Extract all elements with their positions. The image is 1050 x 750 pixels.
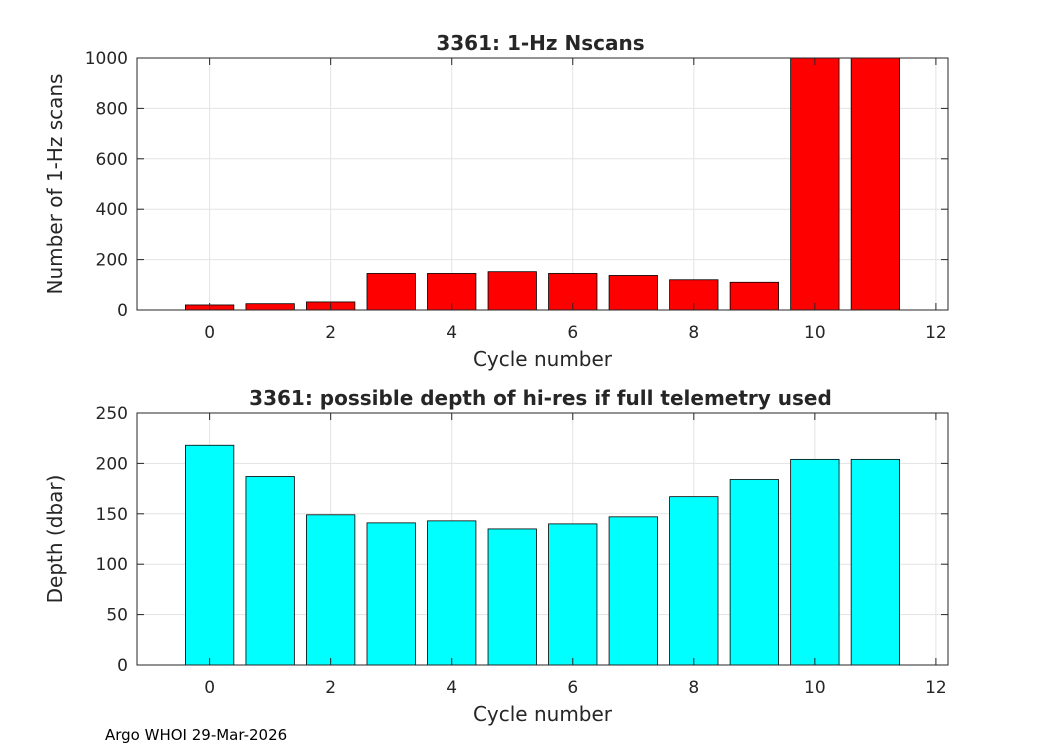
- chart-title: 3361: 1-Hz Nscans: [436, 31, 644, 55]
- x-axis-label: Cycle number: [473, 702, 613, 726]
- chart-panel-2: 0 2 4 6 8 10 12 0 50 100 150 200 250 3361: possible d…: [43, 386, 949, 726]
- axes-box: [136, 412, 949, 666]
- x-tick-label: 0: [204, 323, 215, 343]
- x-tick-label: 10: [804, 323, 826, 343]
- y-tick-label: 200: [96, 251, 128, 271]
- bar-cycle-10: [790, 57, 840, 311]
- bar-cycle-11: [850, 458, 900, 666]
- x-tick-label: 0: [204, 678, 215, 698]
- bar-cycle-11: [850, 57, 900, 311]
- x-axis-label: Cycle number: [473, 347, 613, 371]
- y-axis-label: Number of 1-Hz scans: [43, 74, 67, 295]
- x-tick-label: 12: [925, 678, 947, 698]
- bar-cycle-2: [306, 514, 356, 666]
- bar-cycle-0: [185, 444, 235, 666]
- y-tick-label: 100: [96, 555, 128, 575]
- x-tick-label: 2: [325, 323, 336, 343]
- y-axis-label: Depth (dbar): [43, 475, 67, 604]
- y-tick-label: 200: [96, 454, 128, 474]
- x-tick-label: 8: [688, 323, 699, 343]
- bar-cycle-9: [729, 479, 779, 666]
- x-tick-label: 4: [446, 678, 457, 698]
- y-tick-label: 0: [117, 301, 128, 321]
- x-tick-label: 2: [325, 678, 336, 698]
- bar-cycle-6: [548, 523, 598, 666]
- y-tick-label: 150: [96, 505, 128, 525]
- bar-cycle-5: [487, 528, 537, 666]
- bar-cycle-8: [669, 496, 719, 666]
- y-tick-label: 250: [96, 404, 128, 424]
- y-tick-label: 1000: [85, 49, 128, 69]
- bar-cycle-5: [487, 271, 537, 311]
- bar-cycle-10: [790, 458, 840, 666]
- y-tick-label: 0: [117, 656, 128, 676]
- y-tick-label: 400: [96, 200, 128, 220]
- bar-cycle-7: [608, 275, 658, 311]
- x-tick-label: 6: [567, 678, 578, 698]
- chart-panel-1: 0 2 4 6 8 10 12 0 200 400 600 800 1000 3361: 1-Hz Nsc…: [43, 31, 949, 371]
- bar-cycle-3: [366, 522, 416, 666]
- y-tick-label: 600: [96, 150, 128, 170]
- x-tick-label: 8: [688, 678, 699, 698]
- bar-cycle-7: [608, 516, 658, 666]
- y-tick-label: 50: [106, 606, 128, 626]
- x-tick-label: 4: [446, 323, 457, 343]
- x-tick-label: 12: [925, 323, 947, 343]
- bar-cycle-9: [729, 281, 779, 311]
- bar-cycle-1: [245, 476, 295, 666]
- footer-credit: Argo WHOI 29-Mar-2026: [105, 726, 288, 744]
- bar-cycle-4: [427, 520, 477, 666]
- chart-title: 3361: possible depth of hi-res if full t…: [249, 386, 832, 410]
- x-tick-label: 10: [804, 678, 826, 698]
- bar-cycle-1: [245, 303, 295, 311]
- bar-cycle-3: [366, 273, 416, 311]
- x-tick-label: 6: [567, 323, 578, 343]
- axes-box: [136, 57, 949, 311]
- y-tick-label: 800: [96, 99, 128, 119]
